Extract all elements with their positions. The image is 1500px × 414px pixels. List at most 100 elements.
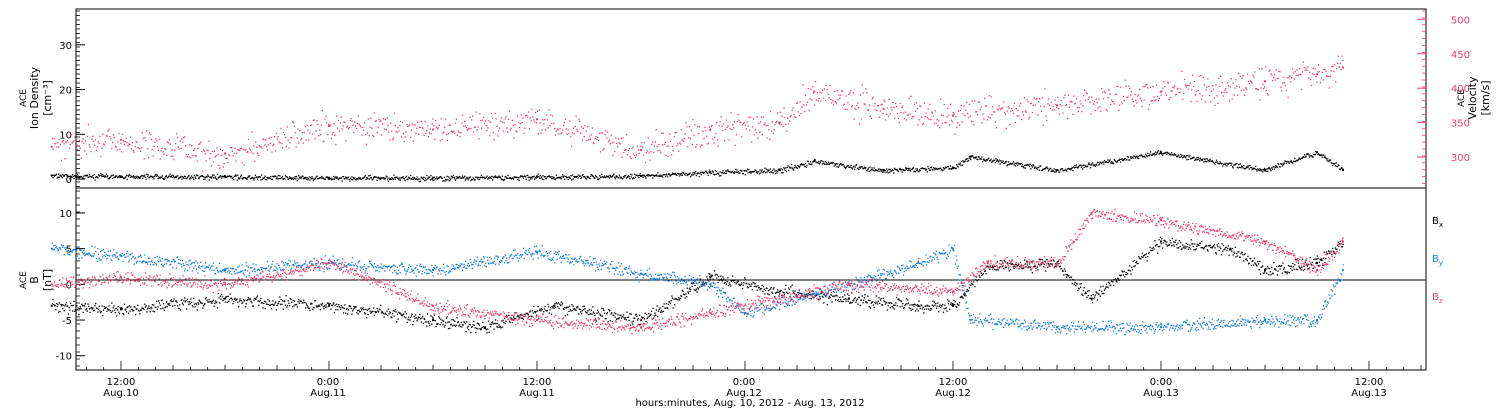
bx-sample <box>422 316 423 317</box>
bx-sample <box>416 320 417 321</box>
ion-density-sample <box>475 179 476 180</box>
velocity-sample <box>116 146 117 147</box>
bx-sample <box>1038 264 1039 265</box>
velocity-sample <box>1170 97 1171 98</box>
ion-density-sample <box>609 177 610 178</box>
velocity-sample <box>550 114 551 115</box>
bx-sample <box>232 303 233 304</box>
bx-sample <box>233 301 234 302</box>
ion-density-sample <box>910 170 911 171</box>
velocity-sample <box>670 141 671 142</box>
velocity-sample <box>608 141 609 142</box>
velocity-sample <box>627 154 628 155</box>
velocity-sample <box>190 157 191 158</box>
velocity-sample <box>804 111 805 112</box>
bx-sample <box>442 324 443 325</box>
velocity-sample <box>837 99 838 100</box>
velocity-sample <box>357 123 358 124</box>
velocity-sample <box>475 127 476 128</box>
bx-sample <box>498 327 499 328</box>
velocity-sample <box>534 121 535 122</box>
bx-sample <box>862 295 863 296</box>
bx-sample <box>412 324 413 325</box>
bx-sample <box>311 303 312 304</box>
bx-sample <box>441 322 442 323</box>
velocity-sample <box>776 121 777 122</box>
bx-sample <box>291 302 292 303</box>
velocity-sample <box>898 118 899 119</box>
ion-density-sample <box>192 177 193 178</box>
ion-density-sample <box>759 173 760 174</box>
bx-sample <box>232 299 233 300</box>
ion-density-sample <box>555 178 556 179</box>
bx-sample <box>689 291 690 292</box>
velocity-sample <box>1333 70 1334 71</box>
bx-sample <box>906 298 907 299</box>
bx-sample <box>397 314 398 315</box>
velocity-sample <box>757 138 758 139</box>
velocity-sample <box>765 122 766 123</box>
bx-sample <box>913 304 914 305</box>
bx-sample <box>454 325 455 326</box>
velocity-sample <box>639 153 640 154</box>
velocity-sample <box>1138 94 1139 95</box>
velocity-sample <box>1191 89 1192 90</box>
ion-density-sample <box>293 179 294 180</box>
bx-sample <box>181 299 182 300</box>
velocity-sample <box>1329 87 1330 88</box>
velocity-sample <box>930 119 931 120</box>
velocity-sample <box>816 99 817 100</box>
velocity-sample <box>567 129 568 130</box>
ion-density-sample <box>893 173 894 174</box>
bx-sample <box>498 324 499 325</box>
bx-sample <box>1018 264 1019 265</box>
ion-density-sample <box>444 180 445 181</box>
velocity-sample <box>768 129 769 130</box>
velocity-sample <box>1338 56 1339 57</box>
ion-density-sample <box>213 177 214 178</box>
ion-density-sample <box>216 179 217 180</box>
ion-density-sample <box>447 176 448 177</box>
bx-sample <box>874 307 875 308</box>
velocity-sample <box>400 121 401 122</box>
velocity-sample <box>84 150 85 151</box>
bx-sample <box>610 320 611 321</box>
bx-sample <box>281 299 282 300</box>
bx-sample <box>334 312 335 313</box>
bx-sample <box>148 305 149 306</box>
ion-density-sample <box>279 175 280 176</box>
velocity-sample <box>494 139 495 140</box>
ion-density-sample <box>1338 165 1339 166</box>
ion-density-sample <box>444 177 445 178</box>
bx-sample <box>459 324 460 325</box>
ion-density-sample <box>573 179 574 180</box>
bx-sample <box>741 282 742 283</box>
bx-sample <box>241 300 242 301</box>
bx-sample <box>899 300 900 301</box>
ion-density-sample <box>890 169 891 170</box>
bx-sample <box>1058 263 1059 264</box>
bx-sample <box>489 332 490 333</box>
bx-sample <box>923 312 924 313</box>
velocity-sample <box>423 135 424 136</box>
bx-sample <box>956 307 957 308</box>
velocity-sample <box>889 99 890 100</box>
velocity-sample <box>280 128 281 129</box>
velocity-sample <box>984 98 985 99</box>
ion-density-sample <box>1004 162 1005 163</box>
bx-sample <box>587 310 588 311</box>
velocity-sample <box>457 135 458 136</box>
velocity-sample <box>1084 90 1085 91</box>
ion-density-sample <box>915 171 916 172</box>
ion-density-sample <box>781 172 782 173</box>
velocity-sample <box>773 133 774 134</box>
velocity-sample <box>141 147 142 148</box>
velocity-sample <box>979 102 980 103</box>
ion-density-sample <box>276 178 277 179</box>
velocity-sample <box>1088 99 1089 100</box>
ion-density-sample <box>1225 164 1226 165</box>
velocity-sample <box>541 129 542 130</box>
bx-sample <box>905 304 906 305</box>
velocity-sample <box>153 146 154 147</box>
velocity-sample <box>1272 80 1273 81</box>
